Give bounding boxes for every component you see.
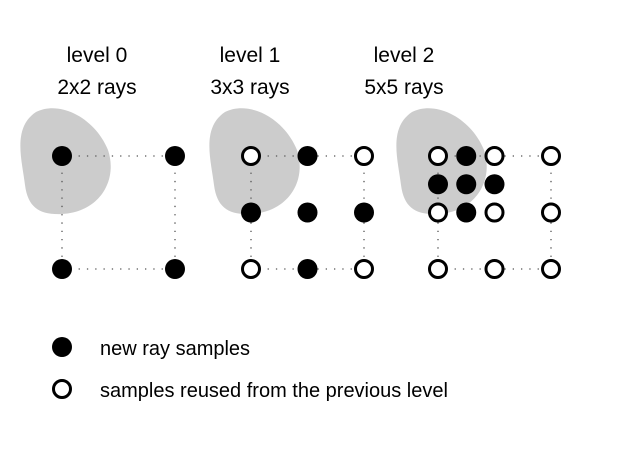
reused-ray-sample: [484, 146, 505, 166]
new-ray-sample: [428, 174, 448, 195]
reused-ray-sample: [541, 146, 561, 166]
reused-ray-sample: [354, 259, 374, 279]
new-ray-sample: [297, 202, 318, 223]
reused-ray-sample: [241, 146, 261, 166]
reused-ray-sample: [541, 202, 561, 223]
reused-ray-sample: [484, 259, 505, 279]
legend-new-label: new ray samples: [100, 338, 250, 360]
new-ray-sample: [52, 146, 72, 166]
level-1-title: level 1: [220, 44, 281, 67]
reused-ray-sample: [484, 202, 505, 223]
new-ray-sample: [52, 259, 72, 279]
new-ray-sample: [354, 202, 374, 223]
new-ray-sample: [297, 146, 318, 166]
reused-ray-sample: [428, 259, 448, 279]
level-2-title: level 2: [374, 44, 435, 67]
reused-ray-sample: [428, 146, 448, 166]
new-ray-sample: [456, 174, 477, 195]
level-0-title: level 0: [67, 44, 128, 67]
legend-new-sample-icon: [52, 337, 72, 357]
legend-reused-label: samples reused from the previous level: [100, 380, 448, 402]
legend-reused-sample-icon: [52, 379, 72, 399]
new-ray-sample: [241, 202, 261, 223]
new-ray-sample: [456, 146, 477, 166]
new-ray-sample: [297, 259, 318, 279]
new-ray-sample: [456, 202, 477, 223]
new-ray-sample: [165, 146, 185, 166]
reused-ray-sample: [241, 259, 261, 279]
reused-ray-sample: [541, 259, 561, 279]
level-1-subtitle: 3x3 rays: [210, 76, 289, 99]
level-2-subtitle: 5x5 rays: [364, 76, 443, 99]
new-ray-sample: [484, 174, 505, 195]
new-ray-sample: [165, 259, 185, 279]
reused-ray-sample: [428, 202, 448, 223]
reused-ray-sample: [354, 146, 374, 166]
level-0-subtitle: 2x2 rays: [57, 76, 136, 99]
